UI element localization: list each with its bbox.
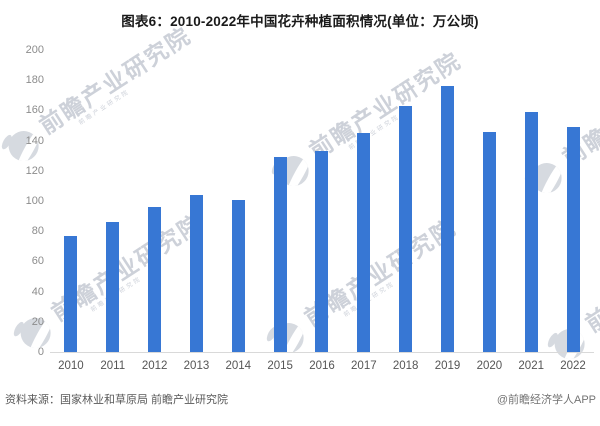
source-note: 资料来源：国家林业和草原局 前瞻产业研究院 [5, 394, 229, 406]
x-axis-label-2016: 2016 [309, 360, 335, 372]
y-axis-tick-label: 120 [25, 164, 44, 177]
bar-column-2012 [134, 50, 176, 352]
x-axis-label-2010: 2010 [58, 360, 84, 372]
bar-2017 [357, 133, 371, 352]
bar-2019 [441, 86, 455, 352]
bar-2010 [64, 235, 78, 352]
bars-container [50, 50, 594, 352]
bar-column-2010 [50, 50, 92, 352]
y-axis-tick-label: 160 [25, 104, 44, 117]
bar-column-2011 [92, 50, 134, 352]
bar-column-2019 [427, 50, 469, 352]
x-axis-label-2022: 2022 [560, 360, 586, 372]
y-axis-tick-label: 80 [31, 225, 44, 238]
bar-2021 [524, 111, 538, 352]
y-axis-tick-label: 40 [31, 285, 44, 298]
bar-2014 [231, 199, 245, 352]
x-axis-label-2017: 2017 [351, 360, 377, 372]
x-axis-label-2012: 2012 [141, 360, 168, 372]
bar-column-2013 [176, 50, 218, 352]
bar-2015 [273, 157, 287, 352]
x-axis-line [50, 352, 594, 353]
bar-2012 [148, 207, 162, 352]
bar-2022 [566, 127, 580, 352]
bar-column-2021 [510, 50, 552, 352]
bar-2018 [399, 105, 413, 352]
x-axis-label-2020: 2020 [476, 360, 503, 372]
bar-2011 [106, 222, 120, 352]
y-axis-tick-label: 140 [25, 134, 44, 147]
x-axis-label-2015: 2015 [267, 360, 293, 372]
bar-column-2017 [343, 50, 385, 352]
y-axis-tick-label: 200 [25, 44, 44, 56]
bar-2020 [482, 131, 496, 352]
y-axis-tick-label: 0 [37, 346, 44, 358]
x-axis-label-2011: 2011 [100, 360, 126, 372]
bar-2013 [189, 194, 203, 352]
x-axis-labels: 2010 2011 2012 2013 2014 2015 2016 2017 2018 2019… [50, 359, 594, 374]
y-axis-tick-label: 60 [31, 255, 44, 268]
x-axis-label-2018: 2018 [392, 360, 419, 372]
x-axis-label-2021: 2021 [518, 360, 544, 372]
bar-column-2014 [217, 50, 259, 352]
y-axis-tick-label: 180 [25, 74, 44, 87]
x-axis-label-2019: 2019 [434, 360, 461, 372]
x-axis-label-2013: 2013 [183, 360, 210, 372]
y-axis-tick-label: 100 [25, 195, 44, 207]
bar-column-2016 [301, 50, 343, 352]
bar-column-2018 [385, 50, 427, 352]
bar-column-2022 [552, 50, 594, 352]
bar-column-2020 [468, 50, 510, 352]
credit-note: @前瞻经济学人APP [496, 394, 596, 406]
y-axis: 0 20 40 60 80 100 120 140 160 180 200 [0, 44, 44, 358]
footer: 资料来源：国家林业和草原局 前瞻产业研究院 @前瞻经济学人APP [0, 392, 600, 412]
chart-title: 图表6：2010-2022年中国花卉种植面积情况(单位：万公顷) [121, 14, 479, 29]
bar-2016 [315, 151, 329, 352]
y-axis-tick-label: 20 [31, 315, 44, 328]
x-axis-label-2014: 2014 [225, 360, 252, 372]
bar-column-2015 [259, 50, 301, 352]
